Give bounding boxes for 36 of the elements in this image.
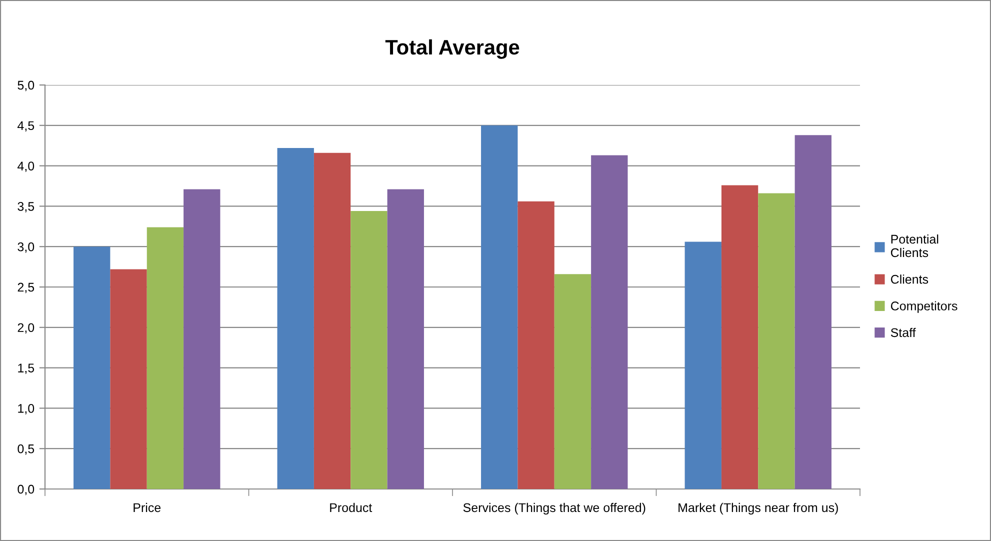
- y-tick-label: 0,0: [18, 484, 34, 496]
- y-tick-label: 0,5: [18, 444, 34, 455]
- bar: [794, 135, 832, 489]
- y-tick-label: 4,5: [17, 121, 34, 132]
- bar: [110, 269, 147, 489]
- bar: [758, 193, 795, 489]
- y-tick-label: 4,0: [17, 162, 34, 172]
- y-tick-label: 3,0: [18, 242, 34, 253]
- bar: [146, 227, 184, 489]
- bar: [387, 189, 424, 489]
- y-tick-label: 2,5: [18, 282, 34, 294]
- legend-label: Clients: [890, 274, 928, 284]
- bar: [554, 274, 592, 489]
- bar: [721, 185, 758, 489]
- bar: [518, 201, 554, 489]
- x-tick-label: Market (Things near from us): [678, 502, 838, 515]
- legend-label: Competitors: [890, 301, 958, 313]
- bar: [591, 155, 628, 489]
- x-tick-label: Services (Things that we offered): [463, 502, 646, 515]
- legend-label: Potential Clients: [890, 234, 938, 258]
- x-tick-label: Product: [330, 502, 372, 512]
- y-tick-label: 2,0: [18, 323, 34, 334]
- bar: [277, 148, 314, 489]
- bar: [350, 211, 388, 489]
- y-tick-label: 1,5: [18, 364, 34, 374]
- bar: [684, 242, 722, 489]
- y-tick-label: 5,0: [18, 80, 34, 92]
- bar: [314, 152, 351, 489]
- bar: [184, 189, 220, 489]
- x-tick-label: Price: [134, 502, 161, 512]
- chart-title: Total Average: [385, 39, 520, 59]
- bar: [481, 125, 518, 489]
- y-tick-label: 1,0: [18, 404, 34, 414]
- y-tick-label: 3,5: [18, 202, 34, 212]
- legend-label: Staff: [890, 328, 916, 338]
- bar: [74, 246, 110, 489]
